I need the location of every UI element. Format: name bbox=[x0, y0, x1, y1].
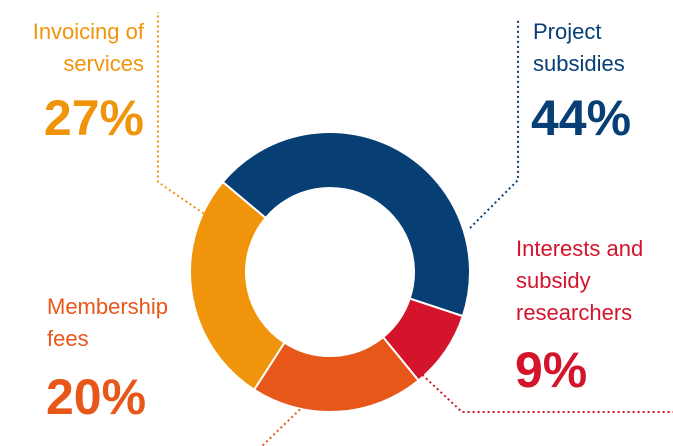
label-invoicing-line1: Invoicing of bbox=[32, 19, 144, 44]
label-membership-line1: Membership bbox=[47, 294, 169, 319]
leader-line-invoicing bbox=[157, 12, 217, 223]
label-interests-line2: subsidy bbox=[516, 268, 591, 293]
value-project: 44% bbox=[531, 90, 632, 146]
label-invoicing-line2: services bbox=[63, 51, 144, 76]
label-project-line2: subsidies bbox=[533, 51, 625, 76]
donut-slices bbox=[189, 131, 471, 413]
donut-slice-invoicing bbox=[189, 180, 286, 392]
leader-line-project bbox=[469, 18, 519, 229]
donut-slice-project bbox=[221, 131, 471, 318]
label-interests-line3: researchers bbox=[516, 300, 633, 325]
label-membership-line2: fees bbox=[47, 326, 89, 351]
value-interests: 9% bbox=[515, 342, 588, 398]
leader-lines bbox=[157, 12, 673, 446]
value-invoicing: 27% bbox=[43, 90, 144, 146]
label-project-line1: Project bbox=[533, 19, 602, 44]
label-membership: Membership fees bbox=[47, 291, 168, 355]
label-invoicing: Invoicing of services bbox=[33, 16, 144, 80]
value-membership: 20% bbox=[46, 369, 147, 425]
label-interests-line1: Interests and bbox=[516, 236, 644, 261]
leader-line-interests bbox=[414, 367, 673, 413]
label-project: Project subsidies bbox=[533, 16, 625, 80]
label-interests: Interests and subsidy researchers bbox=[516, 233, 643, 329]
